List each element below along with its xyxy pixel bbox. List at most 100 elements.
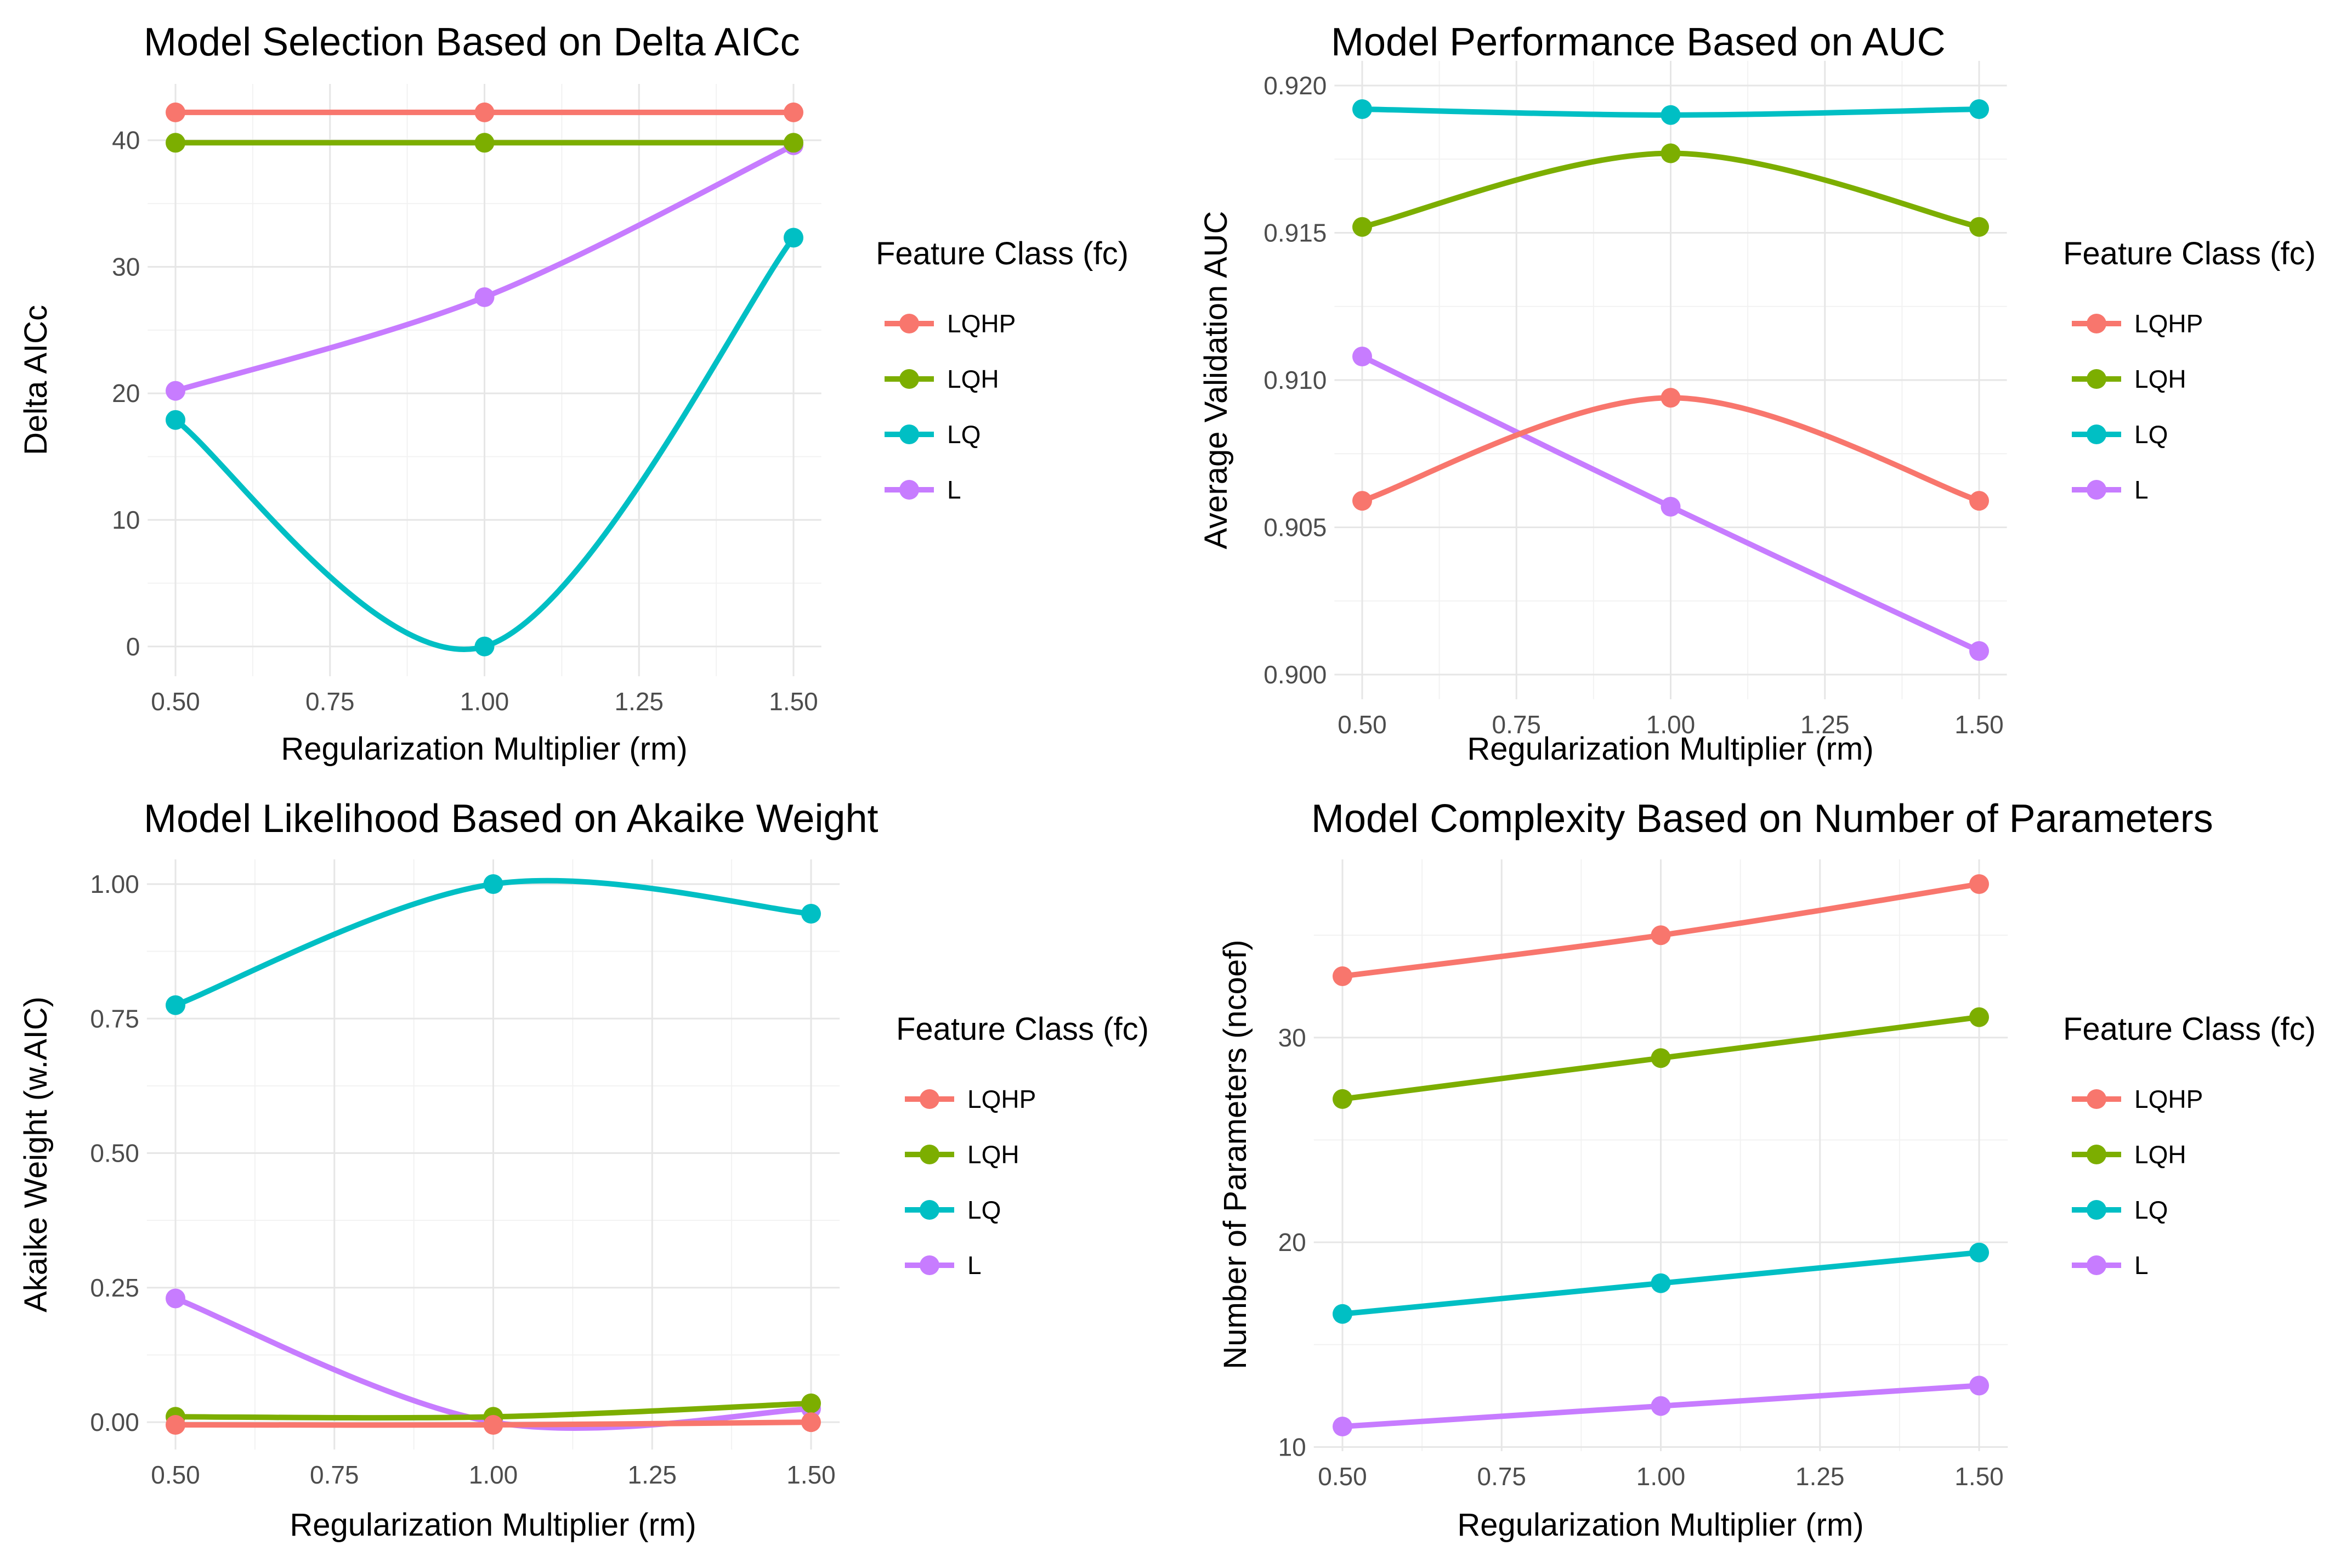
data-point-LQ	[1969, 1242, 1989, 1263]
data-point-LQH	[1661, 143, 1681, 163]
legend-key-point	[2087, 1145, 2106, 1164]
x-tick-label: 1.00	[1636, 1462, 1686, 1491]
chart-panel-4: 0.50 0.75 1.00 1.25 1.50 10 20 30 Model Complexi…	[1217, 797, 2316, 1543]
legend-label: LQ	[2134, 420, 2168, 449]
data-point-LQ	[166, 995, 185, 1015]
data-point-L	[1352, 347, 1372, 367]
data-point-L	[1651, 1396, 1671, 1416]
x-tick-label: 0.75	[1477, 1462, 1526, 1491]
data-point-LQH	[801, 1393, 821, 1413]
legend-item-LQH: LQH	[2072, 365, 2186, 393]
x-tick-label: 1.50	[1954, 1462, 2004, 1491]
data-point-L	[474, 287, 495, 307]
legend-key-point	[2087, 314, 2106, 333]
legend-title: Feature Class (fc)	[2063, 236, 2316, 271]
x-tick-label: 0.50	[1318, 1462, 1367, 1491]
legend-label: LQHP	[947, 309, 1016, 338]
legend-label: L	[947, 476, 961, 504]
data-point-L	[1969, 641, 1989, 661]
legend-label: LQ	[947, 420, 981, 449]
data-point-LQH	[1651, 1048, 1671, 1068]
y-tick-label: 1.00	[90, 870, 139, 898]
legend-item-LQH: LQH	[2072, 1140, 2186, 1169]
y-tick-label: 10	[1278, 1433, 1306, 1461]
y-tick-label: 0.25	[90, 1273, 139, 1302]
legend-item-LQ: LQ	[905, 1196, 1001, 1224]
legend-label: LQ	[2134, 1196, 2168, 1224]
x-axis-title: Regularization Multiplier (rm)	[1467, 731, 1873, 767]
data-point-LQH	[1969, 1007, 1989, 1027]
data-point-L	[1333, 1417, 1352, 1436]
y-tick-label: 0.920	[1263, 71, 1327, 100]
legend-label: L	[967, 1251, 982, 1280]
legend-label: LQH	[2134, 1140, 2186, 1169]
data-point-LQ	[1661, 105, 1681, 125]
legend-key-point	[920, 1145, 939, 1164]
legend-key-point	[899, 480, 919, 500]
legend-item-LQHP: LQHP	[2072, 1085, 2203, 1113]
y-axis-title: Delta AICc	[18, 305, 54, 455]
chart-panel-2: 0.50 0.75 1.00 1.25 1.50 0.900 0.905 0.910 0.915…	[1198, 20, 2316, 767]
data-point-LQH	[784, 133, 803, 153]
legend: Feature Class (fc) LQHP LQH LQ L	[896, 1011, 1149, 1280]
data-point-LQ	[1333, 1304, 1352, 1324]
data-point-LQH	[1969, 217, 1989, 237]
chart-panel-1: 0.50 0.75 1.00 1.25 1.50 0 10 20 30 40 Model Selec…	[18, 20, 1129, 767]
x-tick-label: 1.25	[614, 687, 664, 716]
x-tick-label: 1.50	[1954, 710, 2004, 739]
chart-title: Model Selection Based on Delta AICc	[144, 20, 800, 64]
x-tick-label: 0.75	[1492, 710, 1541, 739]
chart-title: Model Complexity Based on Number of Para…	[1311, 797, 2213, 841]
legend-item-LQ: LQ	[2072, 420, 2168, 449]
legend-item-LQHP: LQHP	[905, 1085, 1036, 1113]
y-axis-title: Average Validation AUC	[1198, 211, 1234, 550]
y-tick-label: 0.915	[1263, 219, 1327, 247]
legend-item-LQ: LQ	[2072, 1196, 2168, 1224]
data-point-LQ	[483, 874, 503, 894]
data-point-L	[1661, 496, 1681, 517]
legend: Feature Class (fc) LQHP LQH LQ L	[876, 236, 1129, 504]
x-tick-label: 0.75	[310, 1461, 359, 1489]
data-point-LQ	[474, 636, 495, 656]
legend-title: Feature Class (fc)	[896, 1011, 1149, 1047]
data-point-LQHP	[474, 102, 495, 122]
data-point-LQHP	[1333, 966, 1352, 986]
data-point-LQHP	[784, 102, 803, 122]
x-tick-label: 1.25	[1800, 710, 1850, 739]
legend-label: LQHP	[967, 1085, 1036, 1113]
data-point-L	[166, 381, 185, 401]
x-tick-label: 1.50	[786, 1461, 836, 1489]
y-tick-label: 0	[126, 632, 140, 661]
x-tick-label: 1.00	[1646, 710, 1696, 739]
data-point-LQHP	[166, 102, 185, 122]
y-tick-label: 30	[112, 252, 140, 281]
legend-item-LQH: LQH	[885, 365, 999, 393]
y-tick-label: 20	[112, 379, 140, 407]
x-tick-label: 0.75	[305, 687, 355, 716]
y-tick-label: 0.00	[90, 1408, 139, 1436]
y-tick-label: 10	[112, 506, 140, 534]
legend-label: LQHP	[2134, 1085, 2203, 1113]
legend: Feature Class (fc) LQHP LQH LQ L	[2063, 236, 2316, 504]
legend-item-LQHP: LQHP	[885, 309, 1016, 338]
data-point-LQH	[166, 133, 185, 153]
legend-key-point	[920, 1089, 939, 1109]
legend-title: Feature Class (fc)	[876, 236, 1129, 271]
legend-key-point	[899, 424, 919, 444]
legend-key-point	[920, 1200, 939, 1220]
x-axis-title: Regularization Multiplier (rm)	[1457, 1507, 1863, 1543]
x-tick-label: 1.25	[1795, 1462, 1845, 1491]
y-tick-label: 0.905	[1263, 513, 1327, 542]
y-tick-label: 0.910	[1263, 366, 1327, 394]
data-point-LQ	[784, 228, 803, 248]
chart-title: Model Performance Based on AUC	[1331, 20, 1946, 64]
x-tick-label: 0.50	[151, 687, 200, 716]
y-tick-label: 0.75	[90, 1004, 139, 1033]
legend-key-point	[920, 1255, 939, 1275]
data-point-LQ	[1352, 99, 1372, 119]
data-point-L	[166, 1288, 185, 1309]
data-point-LQ	[801, 903, 821, 924]
data-point-LQ	[1969, 99, 1989, 119]
legend-label: LQH	[2134, 365, 2186, 393]
